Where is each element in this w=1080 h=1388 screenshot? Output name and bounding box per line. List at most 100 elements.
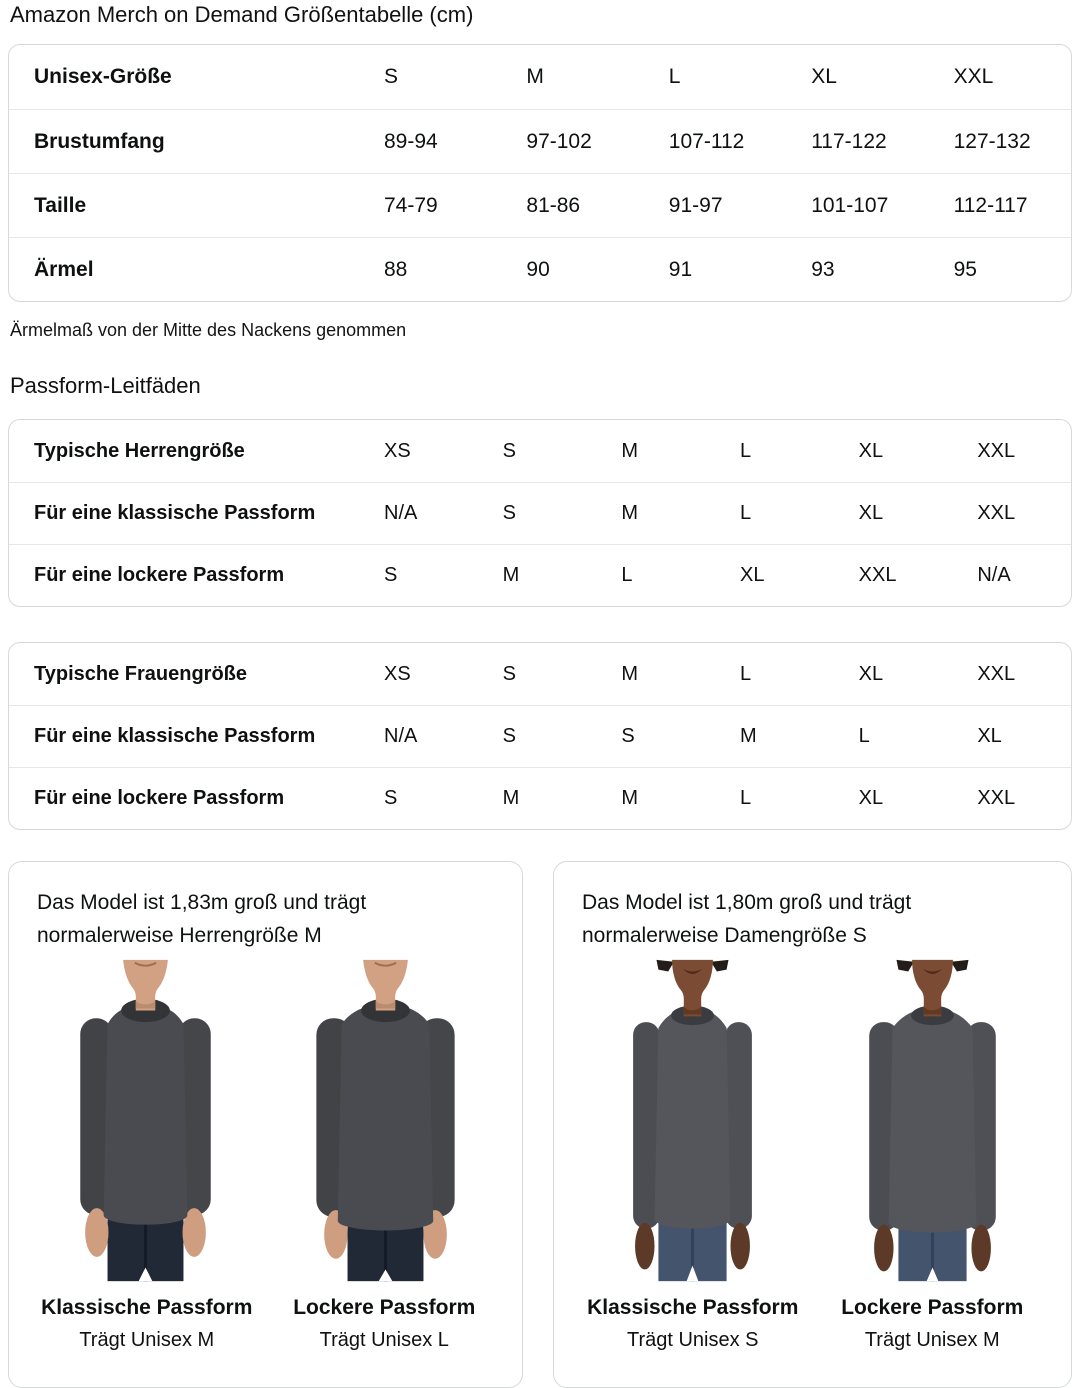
model-photo-women-classic-fit bbox=[631, 958, 754, 1283]
fit-cell: L bbox=[621, 564, 633, 586]
row-label: Typische Herrengröße bbox=[34, 439, 245, 462]
caption-size-label: Trägt Unisex L bbox=[319, 1329, 449, 1351]
fit-cell: S bbox=[502, 725, 516, 747]
table-row: Ärmel 88 90 91 93 95 bbox=[9, 237, 1071, 301]
fit-cell: XXL bbox=[977, 787, 1016, 809]
fit-cell: XS bbox=[384, 662, 411, 685]
model-description: Das Model ist 1,80m groß und trägt norma… bbox=[582, 891, 912, 947]
model-cards-section: Das Model ist 1,83m groß und trägt norma… bbox=[8, 861, 1072, 1388]
size-cell: 90 bbox=[526, 257, 550, 281]
fit-cell: S bbox=[502, 439, 516, 462]
size-cell: 117-122 bbox=[811, 129, 887, 153]
size-cell: 101-107 bbox=[811, 193, 889, 217]
fit-cell: M bbox=[739, 725, 757, 747]
figure-caption: Lockere Passform Trägt Unisex M bbox=[818, 1295, 1048, 1352]
fit-cell: M bbox=[621, 439, 638, 462]
fit-cell: L bbox=[739, 787, 752, 809]
table-row: Typische Herrengröße XS S M L XL XXL bbox=[9, 420, 1071, 482]
fit-cell: S bbox=[384, 787, 398, 809]
fit-cell: XL bbox=[858, 439, 884, 462]
size-col-header: L bbox=[668, 65, 681, 88]
model-figures bbox=[33, 958, 498, 1283]
fit-guides-heading: Passform-Leitfäden bbox=[10, 373, 201, 398]
table-row: Für eine lockere Passform S M M L XL XXL bbox=[9, 767, 1071, 829]
fit-cell: N/A bbox=[384, 725, 418, 747]
figure-caption: Lockere Passform Trägt Unisex L bbox=[271, 1295, 499, 1352]
row-label: Ärmel bbox=[34, 257, 94, 281]
size-col-header: XL bbox=[811, 65, 837, 88]
fit-cell: M bbox=[621, 787, 638, 809]
fit-cell: S bbox=[384, 564, 398, 586]
table-row: Taille 74-79 81-86 91-97 101-107 112-117 bbox=[9, 173, 1071, 237]
fit-cell: XL bbox=[739, 564, 765, 586]
page-title: Amazon Merch on Demand Größentabelle (cm… bbox=[10, 2, 474, 27]
fit-cell: XL bbox=[977, 725, 1002, 747]
fit-cell: M bbox=[502, 787, 520, 809]
caption-size-label: Trägt Unisex S bbox=[626, 1329, 759, 1351]
table-row: Für eine klassische Passform N/A S S M L… bbox=[9, 705, 1071, 767]
fit-cell: M bbox=[502, 564, 520, 586]
caption-fit-label: Klassische Passform bbox=[41, 1296, 253, 1319]
size-cell: 112-117 bbox=[953, 193, 1028, 217]
row-label: Für eine lockere Passform bbox=[34, 564, 285, 586]
size-cell: 127-132 bbox=[953, 129, 1031, 153]
fit-cell: L bbox=[739, 439, 752, 462]
size-cell: 107-112 bbox=[668, 129, 745, 153]
fit-cell: S bbox=[502, 502, 516, 524]
sleeve-measure-footnote: Ärmelmaß von der Mitte des Nackens genom… bbox=[10, 320, 407, 340]
size-cell: 91-97 bbox=[668, 193, 723, 217]
size-cell: 74-79 bbox=[384, 193, 438, 217]
model-card-women: Das Model ist 1,80m groß und trägt norma… bbox=[553, 861, 1072, 1388]
model-card-men: Das Model ist 1,83m groß und trägt norma… bbox=[8, 861, 523, 1388]
size-cell: 97-102 bbox=[526, 129, 592, 153]
fit-cell: XL bbox=[858, 662, 884, 685]
fit-cell: XS bbox=[384, 439, 411, 462]
size-col-header: XXL bbox=[953, 65, 994, 88]
model-photo-women-loose-fit bbox=[867, 958, 998, 1283]
caption-fit-label: Klassische Passform bbox=[587, 1296, 799, 1319]
figure-caption: Klassische Passform Trägt Unisex S bbox=[578, 1295, 808, 1352]
size-col-header: M bbox=[526, 65, 544, 88]
model-photo-men-classic-fit bbox=[78, 958, 213, 1283]
fit-cell: XXL bbox=[858, 564, 897, 586]
table-row: Für eine klassische Passform N/A S M L X… bbox=[9, 482, 1071, 544]
size-cell: 81-86 bbox=[526, 193, 581, 217]
row-label: Für eine klassische Passform bbox=[34, 725, 316, 747]
size-cell: 89-94 bbox=[384, 129, 438, 153]
figure-captions: Klassische Passform Trägt Unisex M Locke… bbox=[33, 1295, 498, 1352]
table-row: Für eine lockere Passform S M L XL XXL N… bbox=[9, 544, 1071, 606]
fit-cell: L bbox=[858, 725, 870, 747]
size-cell: 91 bbox=[668, 257, 693, 281]
caption-fit-label: Lockere Passform bbox=[293, 1296, 476, 1319]
caption-size-label: Trägt Unisex M bbox=[864, 1329, 1000, 1351]
fit-cell: L bbox=[739, 662, 752, 685]
fit-table-men: Typische Herrengröße XS S M L XL XXL Für… bbox=[8, 419, 1072, 607]
fit-cell: M bbox=[621, 662, 638, 685]
size-cell: 93 bbox=[811, 257, 835, 281]
row-label: Typische Frauengröße bbox=[34, 662, 248, 685]
fit-cell: XL bbox=[858, 787, 884, 809]
model-photo-men-loose-fit bbox=[314, 958, 457, 1283]
size-cell: 88 bbox=[384, 257, 408, 281]
figure-captions: Klassische Passform Trägt Unisex S Locke… bbox=[578, 1295, 1047, 1352]
fit-cell: M bbox=[621, 502, 638, 524]
figure-caption: Klassische Passform Trägt Unisex M bbox=[33, 1295, 261, 1352]
fit-cell: N/A bbox=[977, 564, 1011, 586]
fit-cell: XXL bbox=[977, 502, 1016, 524]
row-label: Taille bbox=[34, 193, 87, 217]
row-label: Brustumfang bbox=[34, 129, 165, 153]
model-figures bbox=[578, 958, 1047, 1283]
fit-cell: S bbox=[502, 662, 516, 685]
row-label: Für eine klassische Passform bbox=[34, 502, 316, 524]
fit-cell: XXL bbox=[977, 439, 1016, 462]
size-cell: 95 bbox=[953, 257, 977, 281]
size-col-header: S bbox=[384, 65, 399, 88]
row-label: Für eine lockere Passform bbox=[34, 787, 285, 809]
model-description: Das Model ist 1,83m groß und trägt norma… bbox=[37, 891, 367, 947]
size-table: Unisex-Größe S M L XL XXL Brustumfang 89… bbox=[8, 44, 1072, 302]
table-row: Brustumfang 89-94 97-102 107-112 117-122… bbox=[9, 109, 1071, 173]
fit-cell: N/A bbox=[384, 502, 418, 524]
size-table-header-row: Unisex-Größe S M L XL XXL bbox=[9, 45, 1071, 109]
caption-size-label: Trägt Unisex M bbox=[79, 1329, 215, 1351]
